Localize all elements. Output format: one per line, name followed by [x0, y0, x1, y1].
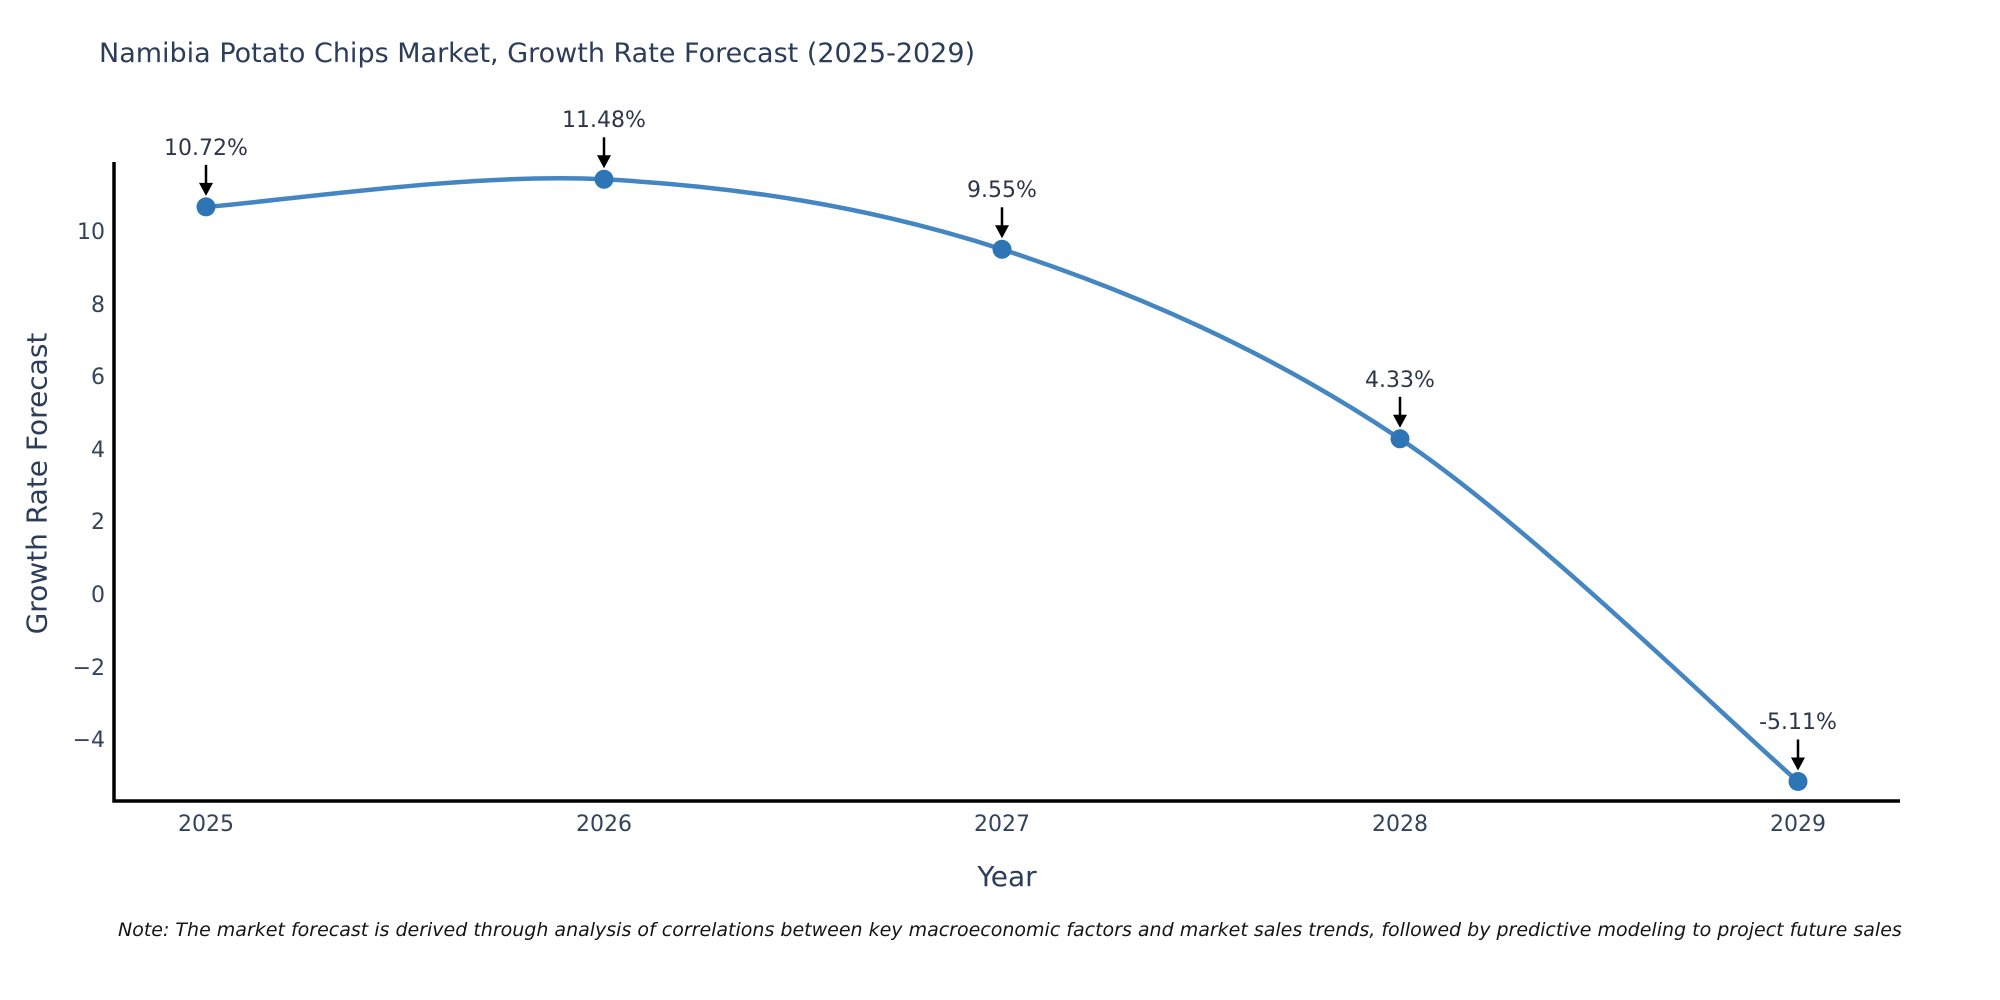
annotation-arrowhead	[995, 225, 1009, 239]
x-tick-label: 2027	[974, 812, 1030, 837]
annotation-label: 9.55%	[967, 178, 1037, 204]
y-tick-label: 2	[91, 510, 105, 536]
x-tick-label: 2026	[576, 812, 632, 837]
y-tick-label: 8	[91, 292, 105, 318]
footnote-text: Note: The market forecast is derived thr…	[118, 919, 1902, 941]
data-point-marker	[594, 169, 614, 189]
chart-title: Namibia Potato Chips Market, Growth Rate…	[99, 38, 976, 69]
y-tick-label: 6	[91, 365, 105, 391]
annotation-label: -5.11%	[1759, 710, 1837, 736]
data-point-marker	[196, 197, 216, 217]
trend-line	[203, 175, 1801, 784]
annotation-arrowhead	[1791, 757, 1805, 771]
y-tick-label: 0	[91, 583, 105, 608]
data-point-marker	[992, 239, 1012, 259]
x-tick-label: 2025	[178, 812, 234, 837]
x-tick-label: 2028	[1372, 812, 1428, 837]
data-point-marker	[1788, 772, 1808, 791]
y-tick-label: 4	[91, 437, 105, 463]
y-tick-label: −2	[72, 655, 105, 681]
y-tick-label: 10	[77, 220, 105, 245]
x-axis-title: Year	[977, 860, 1037, 893]
data-point-marker	[1390, 429, 1410, 449]
annotation-arrowhead	[1393, 414, 1407, 428]
annotation-label: 4.33%	[1365, 367, 1435, 393]
annotation-arrowhead	[199, 182, 213, 196]
annotation-label: 10.72%	[164, 135, 248, 161]
annotation-label: 11.48%	[562, 108, 646, 134]
x-tick-label: 2029	[1770, 812, 1826, 837]
annotation-arrowhead	[597, 155, 611, 169]
y-tick-label: −4	[72, 728, 105, 754]
y-axis-title: Growth Rate Forecast	[20, 332, 54, 635]
